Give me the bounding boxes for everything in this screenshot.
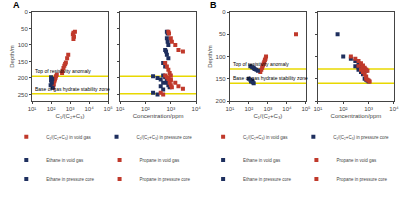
svg-text:Ethane in pressure core: Ethane in pressure core bbox=[243, 177, 291, 182]
svg-text:250: 250 bbox=[18, 92, 29, 98]
svg-text:10⁴: 10⁴ bbox=[282, 106, 292, 112]
svg-text:50: 50 bbox=[219, 31, 226, 37]
svg-text:Ethane in pressure core: Ethane in pressure core bbox=[46, 177, 94, 182]
svg-text:10²: 10² bbox=[141, 106, 150, 112]
svg-text:10²: 10² bbox=[47, 106, 56, 112]
svg-text:10³: 10³ bbox=[264, 106, 273, 112]
svg-text:10¹: 10¹ bbox=[116, 106, 125, 112]
svg-text:Concentration/ppm: Concentration/ppm bbox=[331, 113, 382, 119]
svg-text:Ethane in void gas: Ethane in void gas bbox=[46, 158, 84, 163]
svg-text:10⁵: 10⁵ bbox=[104, 106, 114, 112]
svg-text:Concentration/ppm: Concentration/ppm bbox=[133, 113, 184, 119]
svg-text:Top of resistivity anomaly: Top of resistivity anomaly bbox=[233, 61, 289, 67]
svg-text:150: 150 bbox=[18, 59, 29, 65]
svg-text:200: 200 bbox=[216, 98, 227, 104]
svg-text:100: 100 bbox=[216, 54, 227, 60]
svg-text:C₁/(C₂+C₃): C₁/(C₂+C₃) bbox=[253, 113, 282, 119]
svg-text:10¹: 10¹ bbox=[313, 106, 322, 112]
svg-text:10²: 10² bbox=[245, 106, 254, 112]
svg-text:C₁/(C₂+C₃) in void gas: C₁/(C₂+C₃) in void gas bbox=[243, 135, 288, 140]
svg-text:A: A bbox=[13, 0, 20, 10]
svg-text:10⁵: 10⁵ bbox=[301, 106, 311, 112]
svg-text:10¹: 10¹ bbox=[28, 106, 37, 112]
svg-text:10⁴: 10⁴ bbox=[192, 106, 202, 112]
svg-text:200: 200 bbox=[18, 75, 29, 81]
svg-text:0: 0 bbox=[222, 9, 226, 15]
svg-text:150: 150 bbox=[216, 76, 227, 82]
svg-text:0: 0 bbox=[24, 9, 28, 15]
svg-text:C₁/(C₂+C₃) in pressure core: C₁/(C₂+C₃) in pressure core bbox=[333, 135, 389, 140]
svg-text:10⁴: 10⁴ bbox=[84, 106, 94, 112]
svg-text:Propane in void gas: Propane in void gas bbox=[140, 158, 181, 163]
svg-text:100: 100 bbox=[18, 42, 29, 48]
svg-text:B: B bbox=[210, 0, 217, 10]
svg-text:Top of resistivity anomaly: Top of resistivity anomaly bbox=[35, 68, 91, 74]
svg-text:Ethane in void gas: Ethane in void gas bbox=[243, 158, 281, 163]
svg-text:Propane in void gas: Propane in void gas bbox=[336, 158, 377, 163]
svg-text:50: 50 bbox=[21, 26, 28, 32]
svg-text:Base of gas hydrate stability: Base of gas hydrate stability zone bbox=[233, 75, 308, 81]
svg-text:Propane in pressure core: Propane in pressure core bbox=[336, 177, 387, 182]
svg-text:10³: 10³ bbox=[166, 106, 175, 112]
svg-text:C₁/(C₂+C₃) in void gas: C₁/(C₂+C₃) in void gas bbox=[46, 135, 91, 140]
svg-text:10³: 10³ bbox=[364, 106, 373, 112]
svg-text:Depth/m: Depth/m bbox=[207, 45, 213, 68]
svg-text:Base of gas hydrate stability: Base of gas hydrate stability zone bbox=[35, 86, 110, 92]
svg-text:Propane in pressure core: Propane in pressure core bbox=[140, 177, 191, 182]
svg-text:C₁/(C₂+C₃) in pressure core: C₁/(C₂+C₃) in pressure core bbox=[137, 135, 193, 140]
svg-text:10¹: 10¹ bbox=[225, 106, 234, 112]
svg-text:10⁴: 10⁴ bbox=[389, 106, 399, 112]
svg-text:Depth/m: Depth/m bbox=[9, 45, 15, 68]
svg-text:10³: 10³ bbox=[66, 106, 75, 112]
svg-text:10²: 10² bbox=[339, 106, 348, 112]
svg-text:C₁/(C₂+C₃): C₁/(C₂+C₃) bbox=[56, 113, 85, 119]
